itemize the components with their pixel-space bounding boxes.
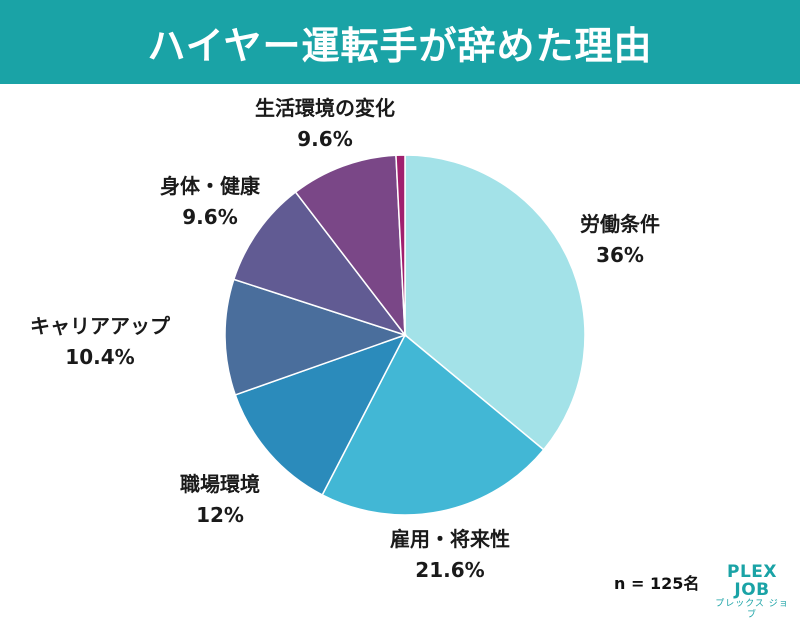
logo-text: PLEX JOB bbox=[726, 562, 777, 600]
slice-label-value: 12% bbox=[196, 503, 244, 527]
slice-label-name: 生活環境の変化 bbox=[255, 96, 395, 120]
pie-slice bbox=[234, 333, 407, 496]
slice-label: 生活環境の変化 9.6% bbox=[255, 93, 395, 155]
pie-slice bbox=[294, 154, 406, 338]
slice-label-name: 労働条件 bbox=[580, 212, 660, 236]
pie-slice bbox=[224, 278, 408, 396]
pie-slice bbox=[404, 154, 586, 451]
logo-subtext: プレックス ジョブ bbox=[715, 599, 789, 620]
pie-slice bbox=[321, 333, 545, 516]
slice-label: 雇用・将来性 21.6% bbox=[390, 524, 510, 586]
slice-label-value: 36% bbox=[596, 243, 644, 267]
slice-label: 身体・健康 9.6% bbox=[160, 171, 260, 233]
pie-slice bbox=[232, 191, 408, 337]
slice-label-value: 9.6% bbox=[297, 127, 353, 151]
slice-label-name: キャリアアップ bbox=[30, 314, 170, 338]
slice-label-value: 10.4% bbox=[65, 345, 135, 369]
pie-chart-area bbox=[224, 154, 586, 516]
slice-label: 職場環境 12% bbox=[180, 469, 260, 531]
slice-label-value: 21.6% bbox=[415, 558, 485, 582]
brand-logo: PLEX JOB プレックス ジョブ bbox=[712, 563, 792, 621]
pie-chart bbox=[224, 154, 586, 516]
pie-slice bbox=[395, 154, 406, 336]
slice-label: 労働条件 36% bbox=[580, 209, 660, 271]
header-bar: ハイヤー運転手が辞めた理由 bbox=[0, 0, 800, 84]
slice-label-value: 9.6% bbox=[182, 205, 238, 229]
slice-label-name: 雇用・将来性 bbox=[390, 527, 510, 551]
slice-label: キャリアアップ 10.4% bbox=[30, 311, 170, 373]
sample-size: n = 125名 bbox=[614, 574, 700, 593]
page-title: ハイヤー運転手が辞めた理由 bbox=[147, 23, 653, 68]
slice-label-name: 身体・健康 bbox=[160, 174, 260, 198]
slice-label-name: 職場環境 bbox=[180, 472, 260, 496]
